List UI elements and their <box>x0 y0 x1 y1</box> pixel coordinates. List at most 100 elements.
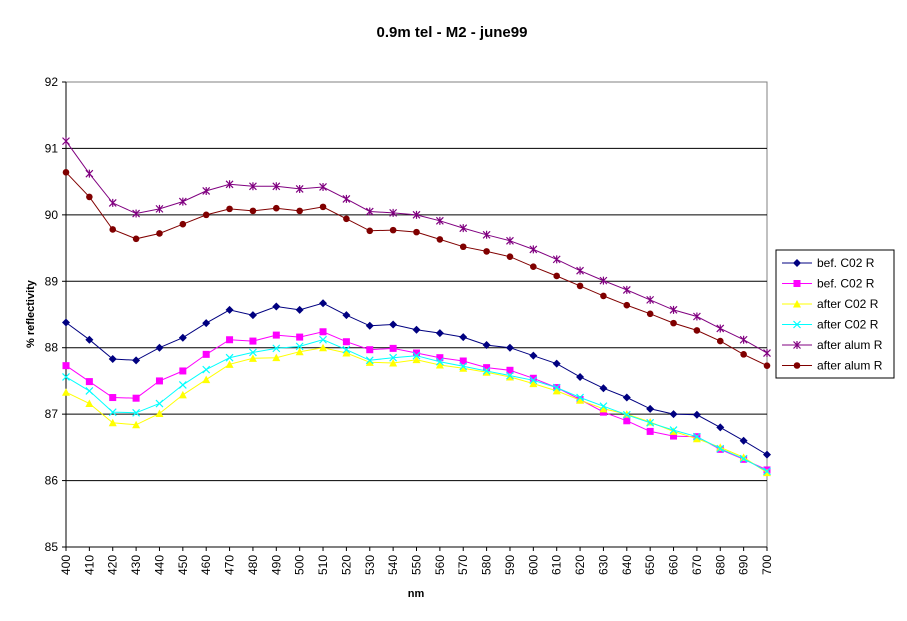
data-point <box>296 333 304 341</box>
data-point <box>459 333 468 342</box>
data-point <box>248 311 257 320</box>
legend-marker <box>793 341 801 349</box>
data-point <box>62 388 70 396</box>
x-tick-label: 600 <box>526 555 540 575</box>
data-point <box>483 364 491 372</box>
data-point <box>249 182 257 191</box>
x-tick-label: 620 <box>573 555 587 575</box>
legend-marker <box>793 300 801 308</box>
data-point <box>669 305 678 314</box>
data-point <box>272 302 281 311</box>
data-point <box>692 312 701 321</box>
data-point <box>132 394 140 402</box>
data-point <box>740 351 747 358</box>
data-point <box>739 436 748 445</box>
series-group <box>62 137 771 477</box>
x-tick-label: 530 <box>363 555 377 575</box>
data-point <box>716 444 725 453</box>
data-point <box>365 356 374 365</box>
data-point <box>530 263 537 270</box>
data-point <box>202 319 211 328</box>
data-point <box>482 367 491 375</box>
x-tick-label: 480 <box>246 555 260 575</box>
legend-marker <box>793 280 801 287</box>
data-point <box>249 337 257 345</box>
data-point <box>483 248 490 255</box>
data-point <box>156 230 163 237</box>
data-point <box>179 220 187 228</box>
data-point <box>599 404 608 413</box>
x-tick-label: 470 <box>223 555 237 575</box>
legend-entry: after C02 R <box>782 318 879 332</box>
data-point <box>692 410 701 419</box>
y-axis-ticks: 85 86 87 88 89 90 91 92 <box>45 75 66 554</box>
data-point <box>365 358 374 366</box>
data-point <box>669 410 678 419</box>
x-tick-label: 680 <box>713 555 727 575</box>
data-point <box>739 453 748 461</box>
data-point <box>295 347 304 356</box>
data-point <box>505 372 514 381</box>
series-1 <box>62 299 771 459</box>
y-tick-label: 92 <box>45 75 59 89</box>
data-point <box>225 353 234 362</box>
data-point <box>319 182 327 191</box>
data-point <box>459 362 468 371</box>
data-point <box>552 359 561 368</box>
data-point <box>763 450 771 459</box>
x-tick-label: 520 <box>339 555 353 575</box>
data-point <box>85 386 94 395</box>
data-point <box>646 295 655 304</box>
legend-label: bef. C02 R <box>817 256 875 270</box>
data-point <box>716 423 725 432</box>
legend-label: after C02 R <box>817 318 879 332</box>
data-point <box>459 357 467 365</box>
y-tick-label: 86 <box>45 474 59 488</box>
data-point <box>552 383 561 392</box>
data-point <box>226 205 233 213</box>
data-point <box>623 301 631 309</box>
data-point <box>202 211 210 219</box>
series-4 <box>62 335 771 476</box>
y-tick-label: 89 <box>45 274 59 288</box>
x-tick-label: 590 <box>503 555 517 575</box>
x-tick-label: 410 <box>82 555 96 575</box>
y-tick-label: 91 <box>45 141 59 155</box>
data-point <box>342 311 351 320</box>
data-point <box>132 408 141 417</box>
data-point <box>763 467 771 476</box>
data-point <box>109 394 117 402</box>
x-tick-label: 670 <box>690 555 704 575</box>
data-point <box>272 331 280 339</box>
data-point <box>529 376 538 385</box>
data-point <box>412 355 421 364</box>
data-point <box>108 198 117 207</box>
data-point <box>273 204 280 212</box>
x-axis-ticks: 400 410 420 430 440 450 460 470 480 490 500 510 520 5… <box>59 547 774 575</box>
data-point <box>85 378 93 386</box>
data-point <box>693 327 701 334</box>
data-point <box>716 324 725 333</box>
data-point <box>248 354 257 362</box>
legend-label: after alum R <box>817 338 883 352</box>
data-point <box>272 353 281 362</box>
data-point <box>202 365 211 374</box>
data-point <box>576 396 585 404</box>
data-point <box>342 194 351 203</box>
data-point <box>319 328 327 336</box>
data-point <box>436 236 444 243</box>
data-point <box>155 204 164 213</box>
data-point <box>670 432 678 440</box>
x-tick-label: 580 <box>480 555 494 575</box>
legend-entry: bef. C02 R <box>782 256 875 270</box>
legend-entry: after C02 R <box>782 297 879 311</box>
chart-title: 0.9m tel - M2 - june99 <box>377 24 528 41</box>
data-point <box>319 203 327 211</box>
data-point <box>295 342 304 351</box>
data-point <box>552 255 561 264</box>
x-tick-label: 510 <box>316 555 330 575</box>
data-point <box>599 384 608 393</box>
data-point <box>669 427 678 435</box>
legend-label: after C02 R <box>817 297 879 311</box>
data-point <box>62 169 70 176</box>
